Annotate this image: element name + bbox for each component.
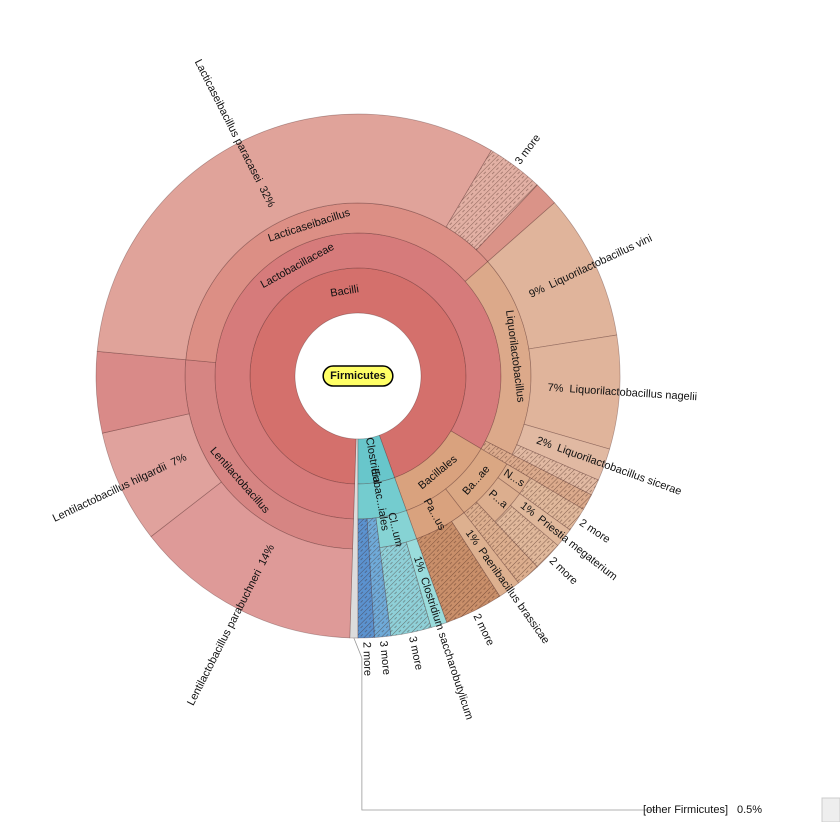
wedge [101, 413, 222, 538]
wedge [150, 481, 353, 639]
leaf-name: 3 more [513, 132, 543, 167]
wedge-hatch [366, 517, 391, 638]
wedge-hatch [512, 444, 599, 495]
wedge [475, 184, 556, 263]
leaf-label: 3 more [377, 640, 392, 675]
wedge [445, 448, 508, 514]
wedge [357, 477, 407, 520]
wedge-hatch [358, 518, 375, 638]
leaf-name: 2 more [470, 612, 496, 648]
wedge [95, 350, 190, 434]
leaf-name: 3 more [377, 640, 392, 675]
wedge-hatch [494, 505, 558, 567]
wedge-hatch [481, 440, 592, 510]
leader-line [353, 637, 658, 811]
leaf-name: 2 more [577, 517, 612, 546]
wedge [249, 267, 467, 485]
leaf-label: 3 more [513, 132, 543, 167]
leaf-label: 2 more [577, 517, 612, 546]
wedge [394, 430, 482, 511]
wedge [96, 113, 492, 361]
leaf-name: 3 more [406, 635, 425, 671]
wedge [214, 232, 502, 520]
wedge-hatch [416, 521, 500, 623]
wedge [405, 488, 465, 540]
legend-box [821, 797, 840, 822]
wedge [487, 202, 618, 350]
wedge [375, 510, 418, 549]
leaf-label: 3 more [406, 635, 425, 671]
wedge-hatch [446, 150, 538, 250]
wedge-hatch [464, 502, 538, 584]
root-label: Firmicutes [330, 370, 386, 382]
wedge [509, 493, 571, 547]
leaf-name: 2 more [547, 555, 580, 587]
leaf-name: 2 more [360, 642, 373, 677]
leaf-label: 2 more [360, 642, 373, 677]
wedge [523, 334, 621, 450]
wedge [451, 512, 520, 597]
leaf-label: 2 more [547, 555, 580, 587]
root-pill [322, 365, 394, 387]
leaf-value: 2% [535, 435, 554, 452]
leaf-value: 7% [547, 382, 564, 395]
other-value: 0.5% [737, 804, 762, 816]
leaf-label: 2 more [470, 612, 496, 648]
wedge-hatch [379, 542, 432, 636]
node-label: Bacilli [329, 283, 359, 299]
wedge-hatch [519, 477, 584, 530]
leaf-value: 1% [411, 555, 427, 574]
wedge [357, 434, 396, 485]
other-name: [other Firmicutes] [643, 804, 728, 816]
wedge [185, 202, 489, 363]
